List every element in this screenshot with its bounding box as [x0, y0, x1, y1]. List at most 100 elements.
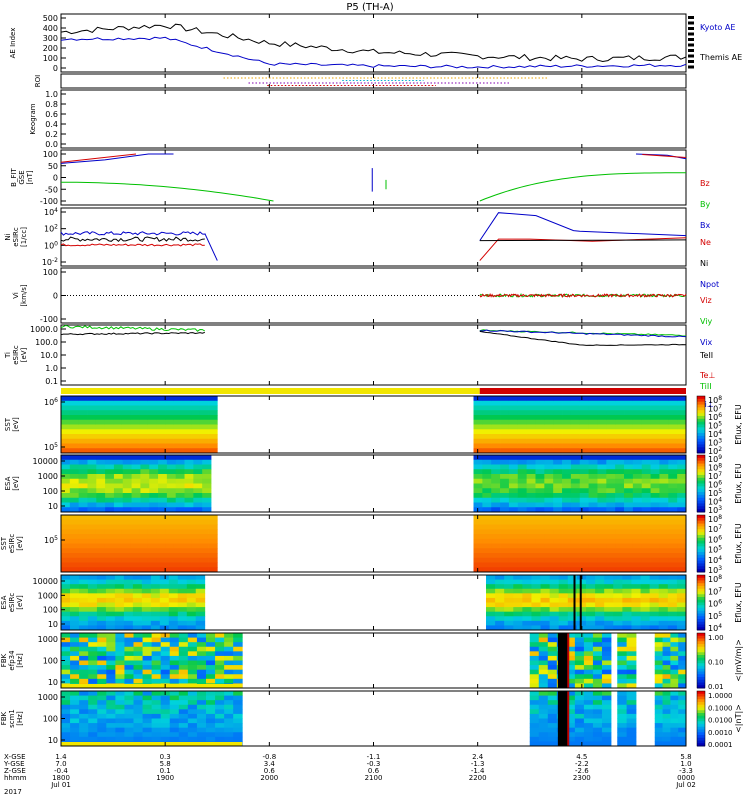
spec-sst-e-cell	[579, 429, 590, 435]
spec-esa-e-cell	[535, 464, 545, 470]
spec-sst-i-cell	[113, 553, 123, 559]
spec-sst-i-cell	[482, 543, 492, 549]
spec-fbk-e-cell	[547, 642, 558, 648]
spec-esa-i-cell	[159, 588, 170, 594]
spec-esa-e-colorbar-step	[697, 480, 705, 484]
spec-fbk-e-cell	[626, 642, 637, 648]
spec-sst-i-cell	[677, 519, 687, 525]
spec-sst-e-cell	[500, 396, 510, 402]
spec-fbk-e-colorbar-step	[697, 685, 705, 689]
spec-sst-e-cell	[500, 419, 510, 425]
spec-fbk-b-cell	[196, 723, 207, 729]
spec-esa-e-cell	[140, 478, 150, 484]
spec-esa-e-cell	[105, 507, 115, 513]
spec-fbk-e-cell	[233, 660, 243, 666]
spec-esa-i-cell	[61, 575, 71, 580]
spec-esa-i-cell	[586, 584, 596, 590]
spec-fbk-e-cell	[124, 678, 134, 684]
spec-sst-i-cell	[544, 553, 554, 559]
spec-sst-e-cell	[544, 419, 554, 425]
spec-esa-e-cell	[87, 469, 97, 475]
spec-fbk-e-colorbar-step	[697, 655, 705, 659]
spec-esa-e-cell	[544, 464, 554, 470]
spec-esa-i-cell	[522, 602, 532, 608]
spec-sst-i-cell	[579, 538, 590, 544]
spec-sst-i-cell	[147, 538, 157, 544]
spec-sst-i-cell	[104, 557, 114, 563]
spec-esa-e-cell	[562, 493, 572, 499]
spec-fbk-b-cell	[617, 727, 628, 733]
spec-fbk-b-cell	[547, 695, 558, 701]
spec-fbk-b-cell	[106, 709, 116, 715]
spec-esa-e-cell	[69, 459, 80, 465]
spec-sst-e-cell	[668, 434, 678, 440]
spec-sst-i-cell	[659, 557, 669, 563]
spec-esa-e-cell	[588, 502, 598, 508]
spec-sst-e-cell	[491, 400, 501, 406]
spec-sst-e-cell	[113, 438, 123, 444]
spec-esa-e-cell	[579, 483, 590, 489]
ae-panel-ytick-label: 200	[43, 44, 58, 53]
spec-esa-e-cell	[624, 488, 634, 494]
spec-esa-e-cell	[535, 459, 545, 465]
spec-sst-e-cell	[677, 429, 687, 435]
spec-esa-i-cell	[69, 593, 80, 599]
spec-esa-e-cell	[650, 493, 660, 499]
spec-esa-e-colorbar	[697, 455, 705, 513]
spec-sst-i-cell	[500, 553, 510, 559]
spec-sst-e-cell	[517, 438, 528, 444]
spec-sst-i-cell	[182, 538, 192, 544]
spec-sst-i-cell	[113, 557, 123, 563]
spec-sst-e-cell	[526, 405, 536, 411]
spec-sst-e-cell	[61, 410, 71, 416]
spec-fbk-e-ylabel-1: efp34	[8, 650, 16, 671]
spec-fbk-b-colorbar-step	[697, 724, 705, 728]
spec-sst-i-cell	[517, 538, 528, 544]
spec-sst-i-cell	[650, 543, 660, 549]
spec-esa-i-cell	[96, 575, 107, 580]
vi-legend-vix: Vix	[700, 338, 713, 347]
spec-sst-e-cell	[491, 405, 501, 411]
spec-sst-i-cell	[147, 524, 157, 530]
keogram-panel-ytick-label: 0.6	[45, 110, 58, 119]
spec-sst-e-cell	[588, 419, 598, 425]
spec-esa-e-cell	[113, 502, 124, 508]
spec-sst-i-cell	[553, 534, 563, 540]
spec-esa-e-cell	[579, 478, 590, 484]
spec-esa-e-cell	[579, 459, 590, 465]
spec-fbk-b-cell	[115, 691, 125, 696]
spec-sst-i-cell	[104, 543, 114, 549]
spec-sst-e-cell	[570, 434, 581, 440]
spec-sst-i-cell	[78, 519, 88, 525]
spec-fbk-b-cell	[142, 723, 153, 729]
spec-sst-i-cell	[139, 524, 149, 530]
spec-esa-i-cell	[658, 611, 669, 617]
spec-sst-i-cell	[78, 524, 88, 530]
ni-ne-early	[60, 243, 205, 247]
spec-fbk-e-cell	[88, 637, 98, 643]
ae-right-marker	[688, 65, 694, 69]
spec-fbk-b-cell	[601, 736, 612, 742]
spec-esa-i-cell	[586, 602, 596, 608]
spec-fbk-e-cell	[617, 678, 628, 684]
spec-esa-i-cell	[522, 588, 532, 594]
spec-sst-i-cell	[517, 557, 528, 563]
spec-esa-i-cell	[132, 607, 143, 613]
spec-sst-i-cell	[182, 557, 192, 563]
spec-fbk-e-cell	[206, 651, 216, 657]
spec-sst-i-cell	[95, 543, 105, 549]
spec-esa-i-cell	[186, 597, 197, 603]
spec-esa-e-cell	[131, 507, 141, 513]
vi-series-red	[479, 292, 687, 299]
spec-sst-i-cell	[130, 548, 140, 554]
spec-fbk-b-cell	[670, 723, 679, 729]
spec-fbk-b-cell	[224, 736, 234, 742]
spec-esa-i-cell	[667, 593, 678, 599]
spec-fbk-e-cell	[187, 665, 198, 671]
spec-esa-i-ylabel-1: eSIRc	[8, 593, 16, 613]
spec-fbk-b-cell	[626, 723, 637, 729]
spec-sst-e-cell	[553, 443, 563, 449]
spec-esa-i-cell	[96, 620, 107, 626]
spec-esa-i-cell	[123, 575, 134, 580]
spec-sst-i-cell	[87, 548, 97, 554]
